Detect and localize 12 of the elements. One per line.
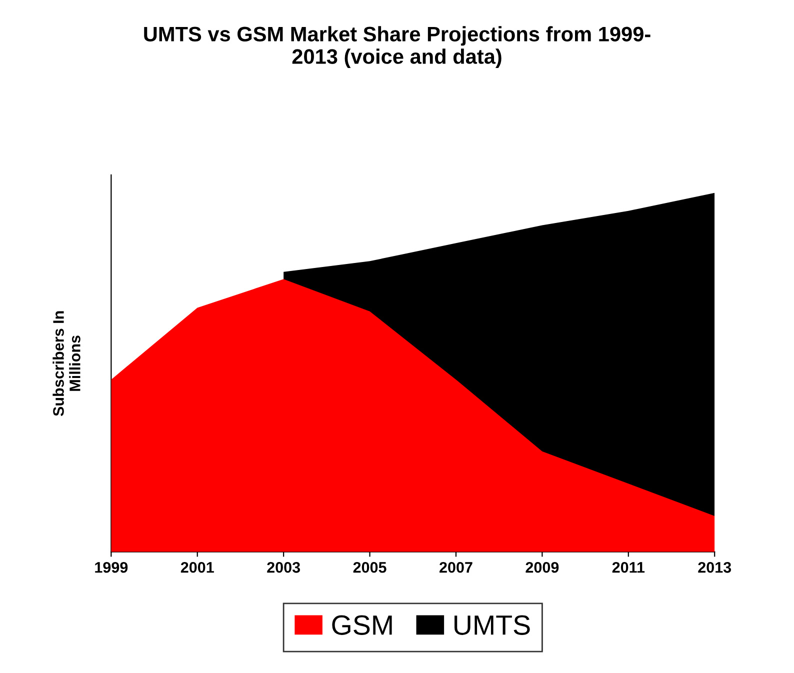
- legend-label: GSM: [332, 615, 392, 635]
- x-tick-label: 2005: [353, 562, 386, 573]
- x-tick-label: 2003: [267, 562, 300, 573]
- x-tick-label: 2011: [612, 562, 645, 573]
- x-tick-label: 2013: [698, 562, 732, 573]
- legend-label: UMTS: [454, 615, 530, 635]
- y-axis-title: Subscribers In Millions: [52, 311, 80, 416]
- x-tick-label: 2009: [526, 562, 559, 573]
- x-tick-label: 2001: [180, 562, 214, 573]
- chart-title: UMTS vs GSM Market Share Projections from 1999- 2013 (voice and data): [144, 26, 650, 68]
- x-tick-label: 1999: [95, 562, 128, 573]
- x-tick-label: 2007: [440, 562, 472, 573]
